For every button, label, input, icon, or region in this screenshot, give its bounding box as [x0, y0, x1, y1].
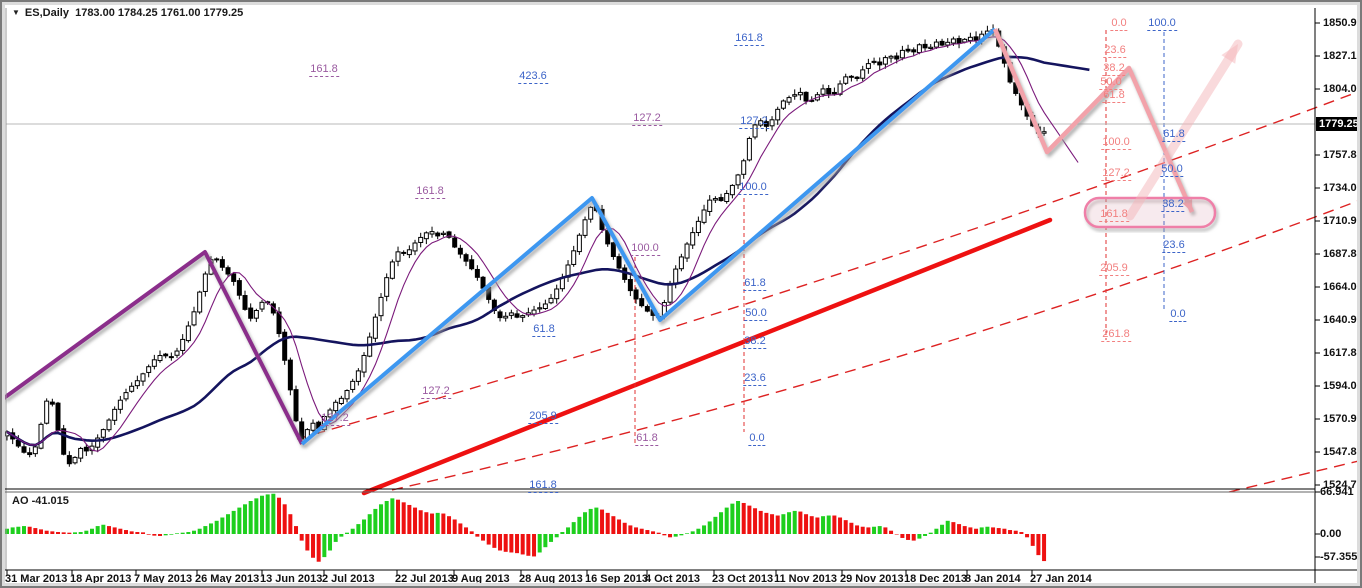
- ao-histogram: [5, 493, 1047, 562]
- ao-name: AO: [12, 495, 29, 507]
- ao-value: -41.015: [31, 495, 69, 507]
- symbol-label: ES,Daily: [24, 7, 69, 19]
- projection-arrow[interactable]: [1125, 39, 1243, 221]
- fast-ma-line[interactable]: [6, 36, 1079, 452]
- pink-zigzag-line[interactable]: [992, 28, 1195, 213]
- blue-zigzag-line[interactable]: [300, 27, 997, 446]
- chart-title: ▼ ES,Daily 1783.00 1784.25 1761.00 1779.2…: [12, 7, 243, 19]
- ohlc-values: 1783.00 1784.25 1761.00 1779.25: [75, 7, 244, 19]
- candles: [4, 24, 1047, 467]
- dashed-trendline[interactable]: [1228, 459, 1362, 493]
- slow-ma-line[interactable]: [6, 55, 1090, 447]
- symbol-dropdown-icon[interactable]: ▼: [12, 8, 20, 17]
- panel-borders: [2, 8, 1360, 586]
- purple-zigzag-line[interactable]: [2, 250, 304, 445]
- arrow-head-icon: [1221, 44, 1238, 64]
- dashed-trendline[interactable]: [296, 90, 1362, 440]
- dashed-trendline[interactable]: [391, 199, 1362, 491]
- ao-indicator-label: AO -41.015: [12, 495, 69, 507]
- current-price-tag: 1779.25: [1316, 117, 1360, 131]
- highlight-oval[interactable]: [1083, 196, 1217, 229]
- thick-red-ma-line[interactable]: [361, 217, 1053, 496]
